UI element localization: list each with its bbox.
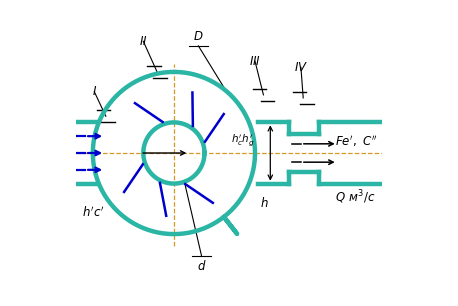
Text: $h'c'$: $h'c'$ xyxy=(82,205,104,219)
Text: $D$: $D$ xyxy=(193,30,204,43)
Text: $Q\ м^3/c$: $Q\ м^3/c$ xyxy=(335,188,375,206)
Text: $h$: $h$ xyxy=(261,196,269,210)
Text: $d$: $d$ xyxy=(196,259,206,273)
Text: $IV$: $IV$ xyxy=(294,61,308,74)
Text: $I$: $I$ xyxy=(92,85,97,98)
Text: $Fe',\ C''$: $Fe',\ C''$ xyxy=(335,133,377,148)
Text: $III$: $III$ xyxy=(249,55,261,68)
Text: $II$: $II$ xyxy=(139,35,147,48)
Text: $h_c' h_g'$: $h_c' h_g'$ xyxy=(230,132,254,148)
